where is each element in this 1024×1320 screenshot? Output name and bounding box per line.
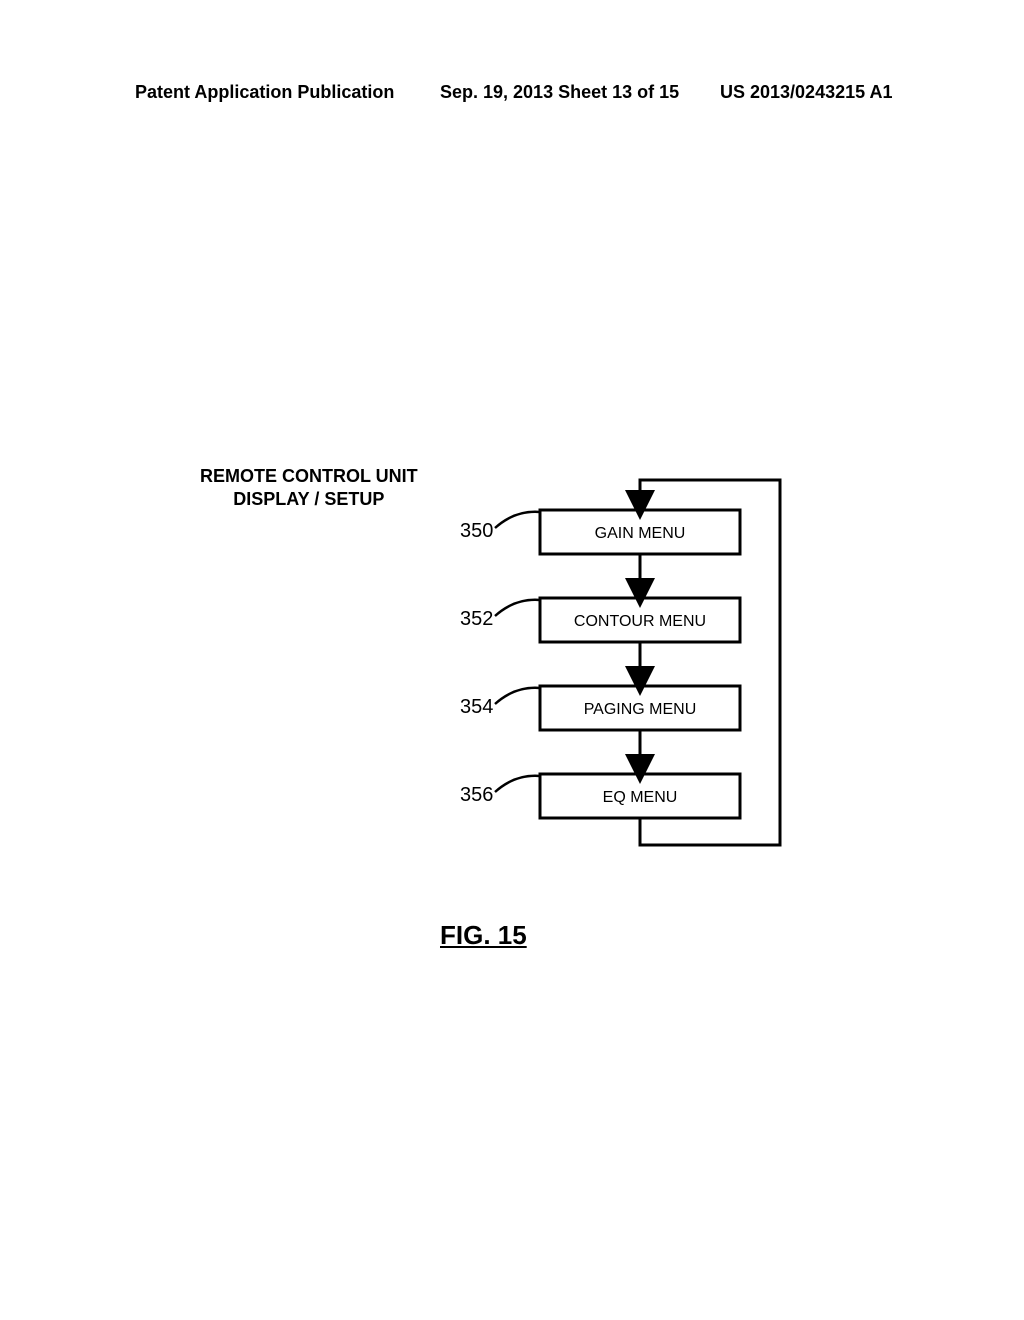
title-line2: DISPLAY / SETUP bbox=[200, 488, 418, 511]
node-gain-menu-label: GAIN MENU bbox=[595, 525, 686, 542]
header-publication: Patent Application Publication bbox=[135, 82, 394, 103]
callout-356 bbox=[495, 776, 540, 792]
callout-354 bbox=[495, 688, 540, 704]
node-contour-menu-label: CONTOUR MENU bbox=[574, 613, 706, 630]
node-eq-menu-label: EQ MENU bbox=[603, 789, 678, 806]
diagram-title: REMOTE CONTROL UNIT DISPLAY / SETUP bbox=[200, 465, 418, 512]
header-patent-number: US 2013/0243215 A1 bbox=[720, 82, 892, 103]
flowchart-svg: GAIN MENU CONTOUR MENU PAGING MENU EQ ME… bbox=[440, 450, 840, 870]
node-paging-menu-label: PAGING MENU bbox=[584, 701, 697, 718]
patent-page: Patent Application Publication Sep. 19, … bbox=[0, 0, 1024, 1320]
figure-label: FIG. 15 bbox=[440, 920, 527, 951]
callout-350 bbox=[495, 512, 540, 528]
callout-352 bbox=[495, 600, 540, 616]
title-line1: REMOTE CONTROL UNIT bbox=[200, 465, 418, 488]
header-date-sheet: Sep. 19, 2013 Sheet 13 of 15 bbox=[440, 82, 679, 103]
